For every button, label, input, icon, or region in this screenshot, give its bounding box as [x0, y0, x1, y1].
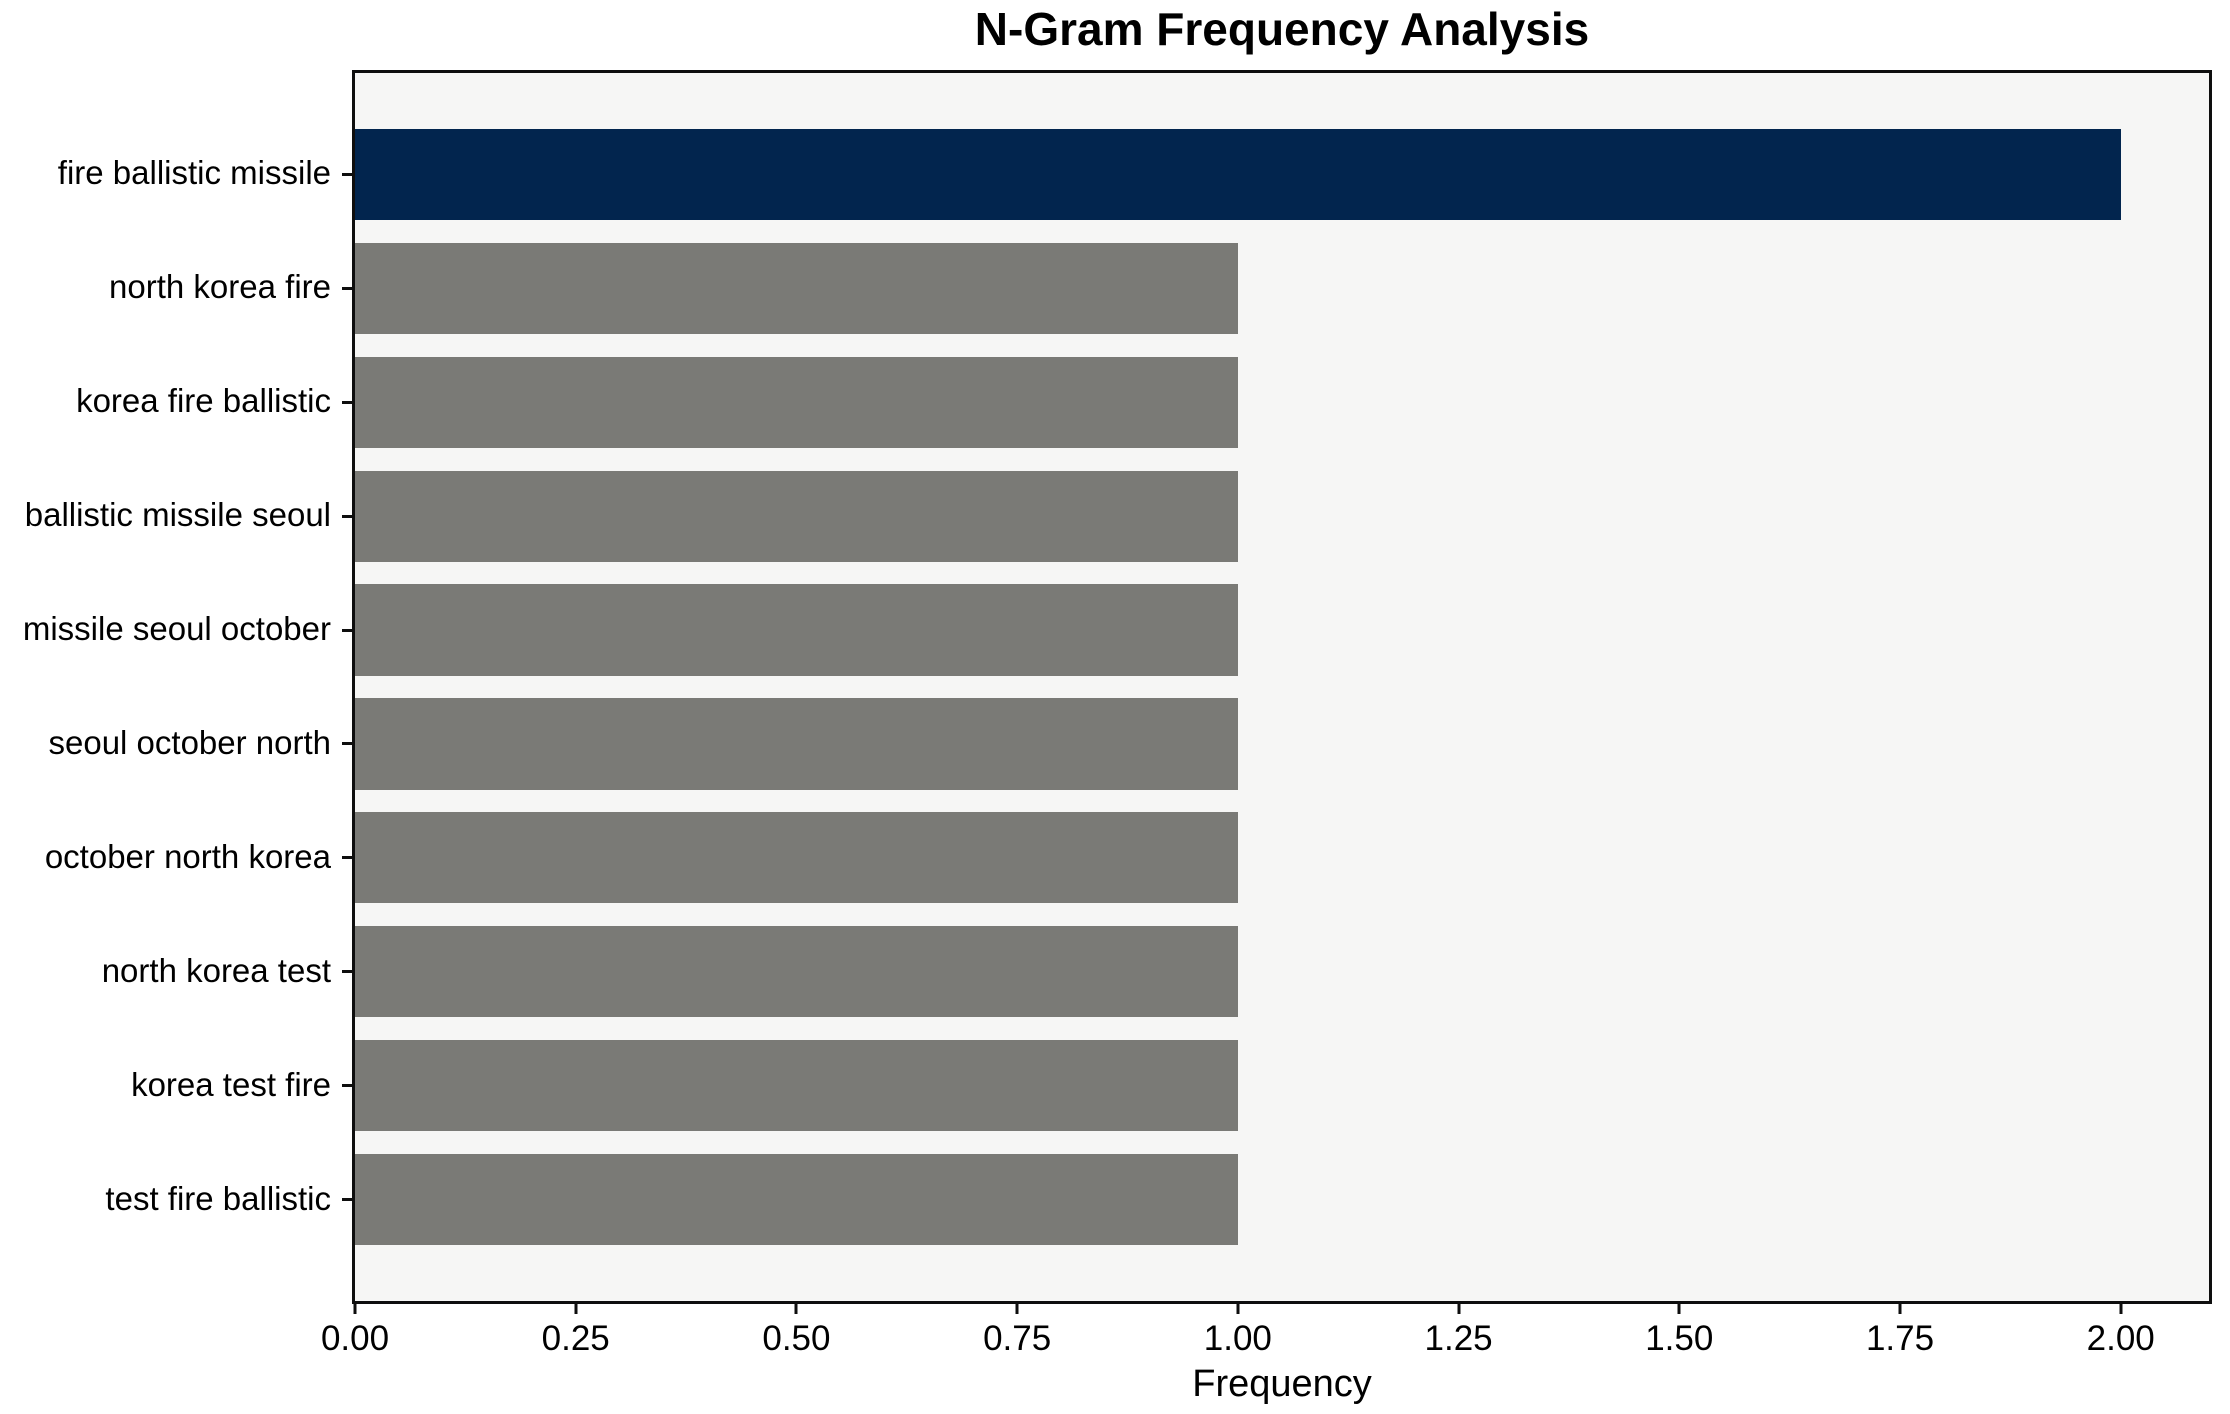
x-tick: [2119, 1304, 2123, 1314]
y-tick: [342, 1084, 352, 1088]
y-tick: [342, 172, 352, 176]
y-tick: [342, 628, 352, 632]
x-tick: [1457, 1304, 1461, 1314]
x-tick: [794, 1304, 798, 1314]
x-tick-label: 1.50: [1645, 1319, 1714, 1358]
bar: [355, 470, 1238, 562]
y-tick-label: korea fire ballistic: [76, 382, 331, 420]
y-tick-label: october north korea: [44, 838, 331, 876]
y-tick: [342, 970, 352, 974]
bar: [355, 128, 2121, 220]
x-tick: [1898, 1304, 1902, 1314]
bars-layer: [355, 73, 2209, 1301]
y-tick: [342, 1198, 352, 1202]
x-tick-label: 1.00: [1203, 1319, 1272, 1358]
x-tick-label: 0.00: [320, 1319, 390, 1358]
y-tick-label: seoul october north: [48, 724, 331, 762]
bar: [355, 584, 1238, 676]
x-tick: [574, 1304, 578, 1314]
y-tick-label: ballistic missile seoul: [24, 496, 331, 534]
y-tick-label: north korea test: [101, 952, 331, 990]
bar: [355, 812, 1238, 904]
x-tick: [1015, 1304, 1019, 1314]
x-tick-label: 2.00: [2086, 1319, 2155, 1358]
x-tick-label: 0.25: [541, 1319, 610, 1358]
bar: [355, 698, 1238, 790]
y-tick: [342, 514, 352, 518]
bar: [355, 926, 1238, 1018]
x-tick-label: 0.75: [983, 1319, 1052, 1358]
y-tick-label: fire ballistic missile: [57, 154, 331, 192]
x-axis: 0.00 0.25 0.50 0.75 1.00 1.25 1.50 1.75 2.00: [321, 73, 2209, 1358]
y-tick: [342, 400, 352, 404]
plot-area: fire ballistic missile north korea fire ko…: [23, 70, 2212, 1405]
y-tick-label: missile seoul october: [22, 610, 331, 648]
x-tick: [1236, 1304, 1240, 1314]
x-tick-label: 1.25: [1424, 1319, 1493, 1358]
x-tick-label: 0.50: [762, 1319, 831, 1358]
y-tick: [342, 742, 352, 746]
x-tick: [353, 1304, 357, 1314]
x-tick: [1677, 1304, 1681, 1314]
y-tick-label: korea test fire: [131, 1065, 331, 1103]
bar: [355, 1040, 1238, 1132]
bar: [355, 242, 1238, 334]
bar: [355, 356, 1238, 448]
x-axis-title: Frequency: [1192, 1363, 1372, 1405]
x-tick-label: 1.75: [1865, 1319, 1935, 1358]
y-tick-label: test fire ballistic: [105, 1179, 331, 1217]
y-tick: [342, 286, 352, 290]
bar: [355, 1154, 1238, 1246]
chart-title: N-Gram Frequency Analysis: [974, 3, 1590, 55]
y-tick: [342, 856, 352, 860]
y-tick-label: north korea fire: [109, 268, 331, 306]
y-axis: fire ballistic missile north korea fire ko…: [23, 73, 2209, 1301]
